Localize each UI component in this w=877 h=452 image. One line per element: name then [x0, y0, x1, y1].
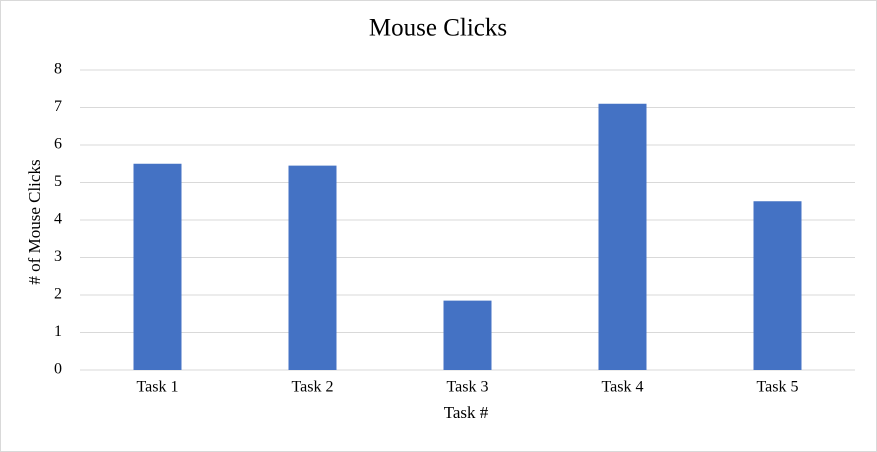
bar [288, 165, 337, 370]
bar [753, 201, 802, 370]
x-tick-label: Task 5 [757, 379, 799, 396]
bar [443, 300, 492, 370]
y-tick-label: 8 [54, 61, 62, 78]
bar [598, 103, 647, 370]
chart-title: Mouse Clicks [369, 15, 507, 42]
y-tick-label: 6 [54, 136, 62, 153]
y-tick-label: 0 [54, 361, 62, 378]
y-tick-label: 2 [54, 286, 62, 303]
y-axis-label: # of Mouse Clicks [25, 159, 44, 284]
y-tick-label: 5 [54, 173, 62, 190]
x-tick-label: Task 2 [292, 379, 334, 396]
x-tick-label: Task 4 [602, 379, 644, 396]
y-tick-label: 4 [54, 211, 62, 228]
x-tick-label: Task 3 [447, 379, 489, 396]
bar [133, 163, 182, 370]
y-tick-label: 7 [54, 98, 62, 115]
y-tick-label: 1 [54, 323, 62, 340]
y-tick-label: 3 [54, 248, 62, 265]
x-tick-label: Task 1 [137, 379, 179, 396]
x-axis-label: Task # [444, 403, 489, 422]
